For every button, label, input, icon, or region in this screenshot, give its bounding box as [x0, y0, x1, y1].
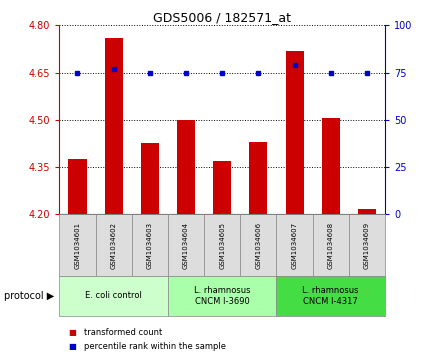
Bar	[249, 142, 268, 214]
Title: GDS5006 / 182571_at: GDS5006 / 182571_at	[153, 11, 291, 24]
Bar	[141, 143, 159, 214]
Bar	[105, 38, 123, 214]
Text: GSM1034604: GSM1034604	[183, 221, 189, 269]
Text: GSM1034607: GSM1034607	[292, 221, 297, 269]
Bar	[213, 161, 231, 214]
Text: E. coli control: E. coli control	[85, 291, 142, 300]
Text: ■: ■	[68, 328, 76, 337]
Bar	[168, 214, 204, 276]
Bar	[59, 214, 95, 276]
Bar	[168, 276, 276, 316]
Bar	[276, 276, 385, 316]
Text: GSM1034609: GSM1034609	[364, 221, 370, 269]
Text: GSM1034605: GSM1034605	[219, 221, 225, 269]
Text: L. rhamnosus
CNCM I-4317: L. rhamnosus CNCM I-4317	[302, 286, 359, 306]
Text: protocol ▶: protocol ▶	[4, 291, 55, 301]
Text: GSM1034608: GSM1034608	[328, 221, 334, 269]
Text: L. rhamnosus
CNCM I-3690: L. rhamnosus CNCM I-3690	[194, 286, 250, 306]
Text: percentile rank within the sample: percentile rank within the sample	[84, 342, 226, 351]
Text: GSM1034601: GSM1034601	[74, 221, 81, 269]
Bar	[132, 214, 168, 276]
Text: GSM1034603: GSM1034603	[147, 221, 153, 269]
Text: transformed count: transformed count	[84, 328, 162, 337]
Bar	[204, 214, 240, 276]
Bar	[240, 214, 276, 276]
Text: GSM1034606: GSM1034606	[255, 221, 261, 269]
Bar	[95, 214, 132, 276]
Text: ■: ■	[68, 342, 76, 351]
Bar	[276, 214, 313, 276]
Bar	[322, 118, 340, 214]
Text: GSM1034602: GSM1034602	[111, 221, 117, 269]
Bar	[349, 214, 385, 276]
Bar	[358, 209, 376, 214]
Bar	[286, 50, 304, 214]
Bar	[59, 276, 168, 316]
Bar	[177, 120, 195, 214]
Bar	[313, 214, 349, 276]
Bar	[69, 159, 87, 214]
